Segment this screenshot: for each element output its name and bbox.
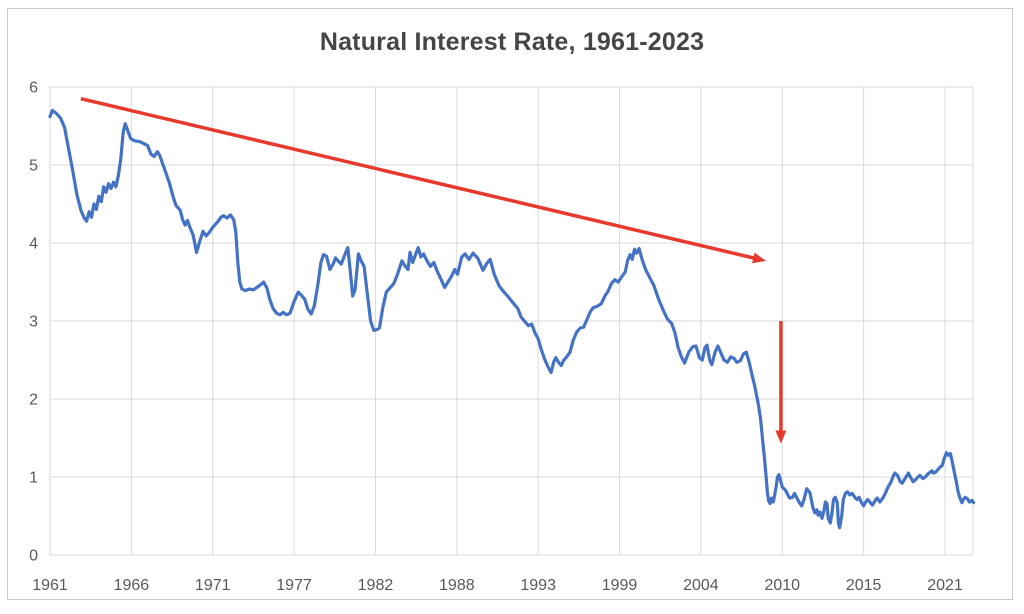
y-axis-tick-label: 3 (29, 314, 38, 331)
y-axis-tick-label: 2 (29, 392, 38, 409)
downward-trend-arrow-shaft (80, 96, 757, 261)
x-axis-tick-label: 2004 (683, 577, 719, 594)
x-axis-tick-label: 1993 (520, 577, 556, 594)
x-axis-tick-label: 1961 (32, 577, 68, 594)
x-axis-tick-label: 1999 (602, 577, 638, 594)
x-axis-tick-label: 2021 (927, 577, 963, 594)
y-axis-tick-label: 0 (29, 548, 38, 565)
y-axis-tick-label: 4 (29, 236, 38, 253)
chart-title: Natural Interest Rate, 1961-2023 (319, 28, 705, 56)
plot-area-border (49, 86, 974, 556)
natural-rate-series-line (48, 108, 976, 530)
downward-trend-arrow-head (752, 252, 766, 264)
x-axis-tick-label: 2010 (764, 577, 800, 594)
x-axis-tick-label: 1971 (195, 577, 231, 594)
x-axis-tick-label: 1988 (439, 577, 475, 594)
y-axis-tick-label: 5 (29, 158, 38, 175)
level-drop-arrow-head (775, 430, 787, 444)
x-axis-tick-label: 1982 (358, 577, 394, 594)
y-axis-tick-label: 6 (29, 80, 38, 97)
x-axis-tick-label: 1966 (114, 577, 150, 594)
x-axis-tick-label: 1977 (276, 577, 312, 594)
y-axis-tick-label: 1 (29, 470, 38, 487)
x-axis-tick-label: 2015 (846, 577, 882, 594)
chart-card (7, 8, 1013, 600)
